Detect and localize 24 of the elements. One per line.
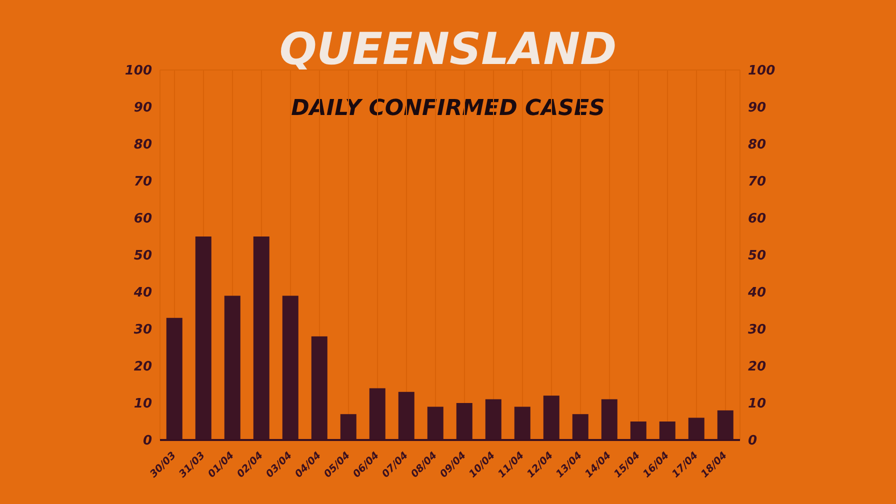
y-tick-label: 50 (134, 248, 152, 264)
y2-tick-label: 20 (748, 360, 766, 375)
y2-tick-label: 30 (748, 322, 766, 338)
y2-tick-label: 70 (748, 174, 766, 190)
y2-tick-label: 0 (748, 434, 758, 449)
y-tick-label: 40 (132, 286, 152, 301)
y2-tick-label: 80 (748, 138, 766, 153)
y-tick-label: 10 (134, 396, 152, 412)
y-tick-label: 80 (134, 138, 152, 153)
y2-tick-label: 50 (748, 248, 766, 264)
y-tick-label: 0 (142, 434, 152, 449)
y-tick-label: 70 (134, 174, 152, 190)
y-tick-label: 90 (134, 100, 152, 116)
y-tick-label: 60 (134, 212, 152, 227)
y2-tick-label: 60 (748, 212, 766, 227)
y2-tick-label: 40 (747, 286, 766, 301)
y2-tick-label: 90 (748, 100, 766, 116)
chart-title: QUEENSLAND (279, 24, 617, 75)
y2-tick-label: 100 (748, 64, 776, 79)
y-tick-label: 100 (124, 64, 152, 79)
y2-tick-label: 10 (748, 396, 766, 412)
y-tick-label: 20 (134, 360, 152, 375)
y-tick-label: 30 (134, 322, 152, 338)
text: DAILY CONFIRMED CASES (291, 96, 605, 121)
